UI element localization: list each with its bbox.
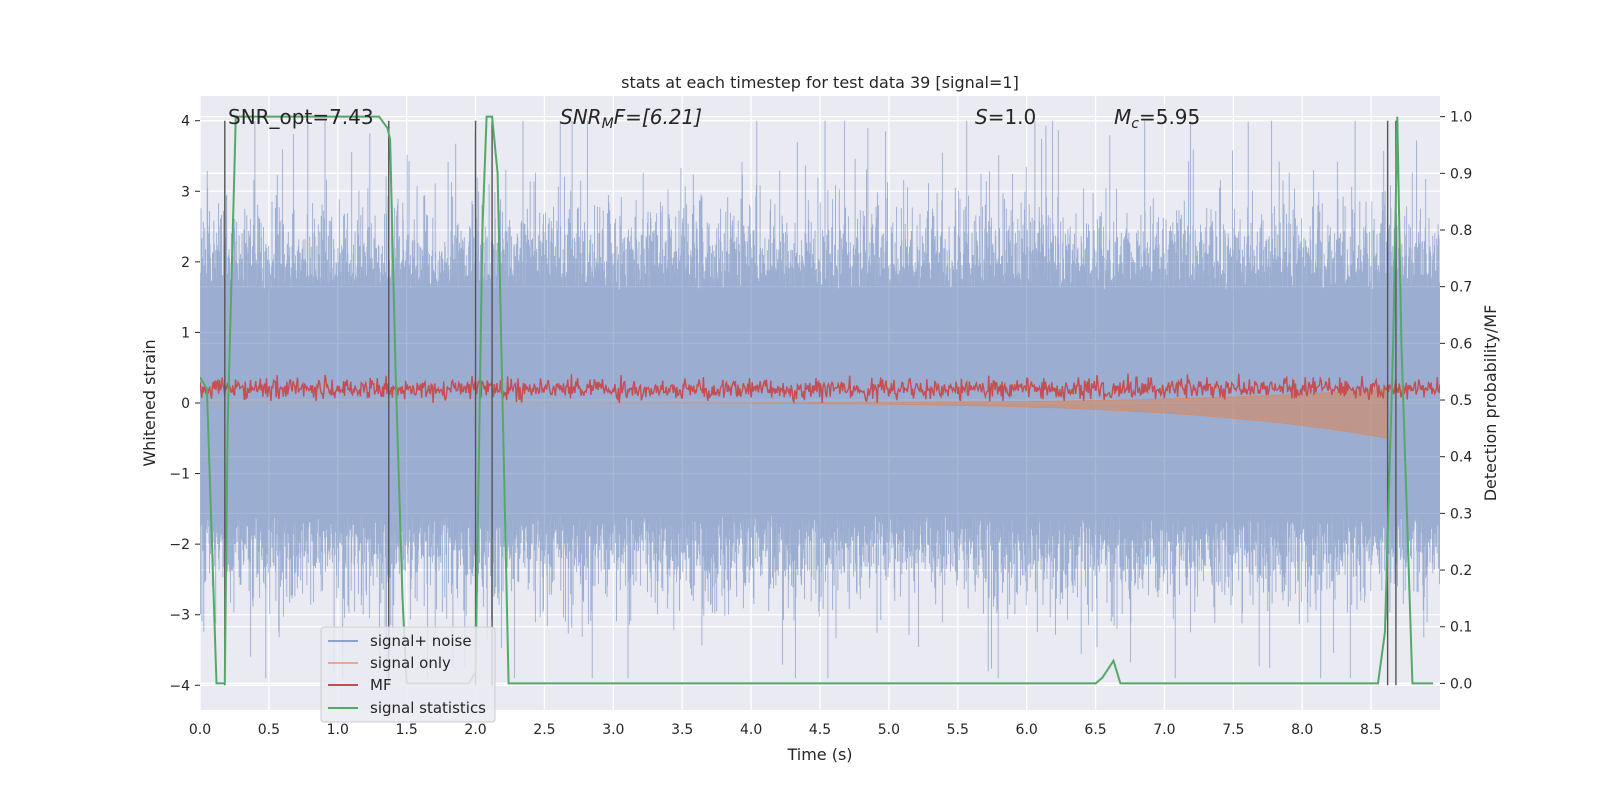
x-tick-label-9: 4.5 xyxy=(809,722,831,738)
x-tick-label-8: 4.0 xyxy=(740,722,762,738)
annotation-s: S=1.0 xyxy=(975,105,1036,129)
x-tick-label-16: 8.0 xyxy=(1291,722,1313,738)
x-tick-label-7: 3.5 xyxy=(671,722,693,738)
y2-tick-label-2: 0.8 xyxy=(1450,223,1472,239)
legend-label-signal-statistics: signal statistics xyxy=(370,699,486,717)
series-signal-statistics xyxy=(200,115,1434,685)
x-tick-label-2: 1.0 xyxy=(327,722,349,738)
y-tick-label-0: 4 xyxy=(181,114,190,130)
x-tick-label-15: 7.5 xyxy=(1222,722,1244,738)
x-tick-label-17: 8.5 xyxy=(1360,722,1382,738)
legend-label-signal-noise: signal+ noise xyxy=(370,632,472,650)
y-tick-label-3: 1 xyxy=(181,325,190,341)
legend-label-signal-only: signal only xyxy=(370,654,451,672)
x-tick-label-14: 7.0 xyxy=(1153,722,1175,738)
y2-tick-label-10: 0.0 xyxy=(1450,676,1472,692)
y-tick-label-6: −2 xyxy=(169,537,190,553)
annotation-s-val: =1.0 xyxy=(988,105,1037,129)
annotation-mc-val: =5.95 xyxy=(1139,105,1200,129)
x-tick-label-10: 5.0 xyxy=(878,722,900,738)
y2-tick-label-0: 1.0 xyxy=(1450,110,1472,126)
x-tick-label-1: 0.5 xyxy=(258,722,280,738)
y-tick-label-7: −3 xyxy=(169,608,190,624)
legend: signal+ noise signal only MF signal stat… xyxy=(320,626,496,723)
annotation-snr-mf: SNRMF=[6.21] xyxy=(560,105,702,132)
y2-tick-label-5: 0.5 xyxy=(1450,393,1472,409)
y-tick-label-4: 0 xyxy=(181,396,190,412)
x-tick-label-5: 2.5 xyxy=(533,722,555,738)
x-tick-label-6: 3.0 xyxy=(602,722,624,738)
annotation-snr-mf-rest: F=[6.21] xyxy=(614,105,702,129)
series-mf xyxy=(200,373,1440,405)
annotation-snr-opt: SNR_opt=7.43 xyxy=(228,105,374,129)
y2-tick-label-8: 0.2 xyxy=(1450,563,1472,579)
annotation-s-sym: S xyxy=(975,105,988,129)
x-tick-label-3: 1.5 xyxy=(396,722,418,738)
x-tick-label-0: 0.0 xyxy=(189,722,211,738)
x-tick-label-11: 5.5 xyxy=(947,722,969,738)
legend-box xyxy=(320,626,496,723)
y2-tick-label-7: 0.3 xyxy=(1450,506,1472,522)
annotation-mc-sub: c xyxy=(1131,116,1139,132)
y-tick-label-8: −4 xyxy=(169,678,190,694)
y2-tick-label-1: 0.9 xyxy=(1450,166,1472,182)
y-tick-label-5: −1 xyxy=(169,467,190,483)
annotation-snr-mf-sub: M xyxy=(602,116,614,132)
annotation-snr-mf-base: SNR xyxy=(560,105,602,129)
plot-area xyxy=(200,115,1440,686)
y2-tick-label-3: 0.7 xyxy=(1450,280,1472,296)
annotation-mc: Mc=5.95 xyxy=(1114,105,1200,132)
legend-label-mf: MF xyxy=(370,676,392,694)
x-tick-label-4: 2.0 xyxy=(464,722,486,738)
chart-title: stats at each timestep for test data 39 … xyxy=(621,73,1019,92)
y2-tick-label-4: 0.6 xyxy=(1450,336,1472,352)
y2-tick-label-9: 0.1 xyxy=(1450,620,1472,636)
x-tick-label-13: 6.5 xyxy=(1084,722,1106,738)
annotation-mc-sym: M xyxy=(1114,105,1131,129)
y-axis-label: Whitened strain xyxy=(140,339,159,466)
y-axis-right-ticks: 1.0 0.9 0.8 0.7 0.6 0.5 0.4 0.3 0.2 0.1 0.0 xyxy=(1440,110,1472,692)
y2-tick-label-6: 0.4 xyxy=(1450,450,1472,466)
x-tick-label-12: 6.0 xyxy=(1016,722,1038,738)
y-tick-label-2: 2 xyxy=(181,255,190,271)
x-axis-label: Time (s) xyxy=(786,745,852,764)
x-axis-ticks: 0.0 0.5 1.0 1.5 2.0 2.5 3.0 3.5 4.0 4.5 5.0 5.5 6.0 6… xyxy=(189,722,1382,738)
y2-axis-label: Detection probability/MF xyxy=(1481,305,1500,502)
y-tick-label-1: 3 xyxy=(181,184,190,200)
y-axis-left-ticks: 4 3 2 1 0 −1 −2 −3 −4 xyxy=(169,114,200,694)
